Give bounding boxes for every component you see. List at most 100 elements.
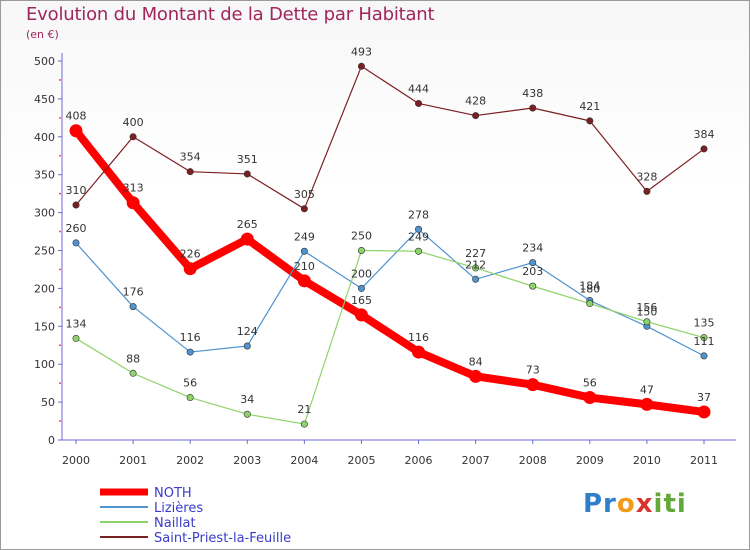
data-point [354,308,368,322]
data-point [186,348,194,356]
y-tick-label: 250 [34,245,55,258]
data-label: 421 [579,100,600,113]
x-tick-label: 2000 [62,454,90,467]
data-label: 227 [465,247,486,260]
data-point [643,187,651,195]
y-minor-tick [59,192,61,195]
series-line-2 [75,249,705,425]
data-point [697,405,711,419]
y-tick-label: 50 [41,396,55,409]
data-point [415,247,423,255]
y-minor-tick [59,116,61,119]
data-label: 116 [408,331,429,344]
data-label: 47 [640,383,654,396]
data-label: 313 [123,182,144,195]
x-tick-label: 2001 [119,454,147,467]
data-label: 200 [351,267,372,280]
data-point [243,342,251,350]
data-label: 265 [237,218,258,231]
data-point [415,225,423,233]
x-tick-label: 2005 [347,454,375,467]
legend-label: Saint-Priest-la-Feuille [154,531,291,546]
data-point [700,145,708,153]
data-label: 400 [123,116,144,129]
data-label: 156 [636,301,657,314]
data-label: 88 [126,352,140,365]
data-point [529,282,537,290]
series-line-1 [75,228,705,357]
y-minor-tick [59,420,61,422]
data-label: 135 [694,317,715,330]
data-point [357,284,365,292]
x-tick-label: 2008 [519,454,547,467]
data-label: 234 [522,242,543,255]
data-label: 37 [697,391,711,404]
data-point [129,133,137,141]
data-point [529,259,537,267]
y-tick-label: 400 [34,131,55,144]
legend-label: Naillat [154,516,196,531]
proxiti-logo: Proxiti [583,489,687,519]
data-point [243,170,251,178]
data-point [183,262,197,276]
data-label: 180 [579,283,600,296]
data-point [186,168,194,176]
y-tick-label: 300 [34,207,55,220]
data-point [472,112,480,120]
series-line-3 [75,65,705,210]
data-label: 260 [66,222,87,235]
data-label: 34 [240,393,254,406]
data-label: 305 [294,188,315,201]
data-label: 84 [469,355,483,368]
data-label: 493 [351,45,372,58]
data-point [469,369,483,383]
data-label: 310 [66,184,87,197]
data-point [472,275,480,283]
y-minor-tick [59,382,61,385]
data-label: 250 [351,230,372,243]
data-label: 21 [297,403,311,416]
data-label: 408 [66,110,87,123]
y-tick-label: 200 [34,282,55,295]
data-point [529,104,537,112]
data-label: 56 [183,377,197,390]
data-point [243,410,251,418]
y-tick-label: 0 [48,434,55,447]
data-point [586,117,594,125]
data-point [297,274,311,288]
x-tick-label: 2010 [633,454,661,467]
data-label: 278 [408,208,429,221]
data-point [126,196,140,210]
data-point [700,334,708,342]
data-label: 184 [579,280,600,293]
y-tick-label: 150 [34,320,55,333]
x-tick-label: 2004 [290,454,318,467]
y-minor-tick [59,230,61,233]
data-point [412,345,426,359]
data-label: 249 [408,230,429,243]
data-label: 111 [694,335,715,348]
data-label: 438 [522,87,543,100]
data-label: 165 [351,294,372,307]
y-tick-label: 100 [34,358,55,371]
data-point [700,352,708,360]
data-label: 210 [294,260,315,273]
data-point [640,397,654,411]
x-tick-label: 2006 [405,454,433,467]
data-label: 150 [636,305,657,318]
data-label: 354 [180,151,201,164]
data-label: 124 [237,325,258,338]
data-point [240,232,254,246]
y-minor-tick [59,344,61,347]
data-point [472,264,480,272]
x-tick-label: 2009 [576,454,604,467]
series-line-0 [72,126,708,416]
data-label: 176 [123,286,144,299]
data-label: 428 [465,95,486,108]
x-tick-label: 2002 [176,454,204,467]
y-tick-label: 500 [34,55,55,68]
y-minor-tick [59,306,61,309]
data-label: 384 [694,128,715,141]
data-point [72,201,80,209]
